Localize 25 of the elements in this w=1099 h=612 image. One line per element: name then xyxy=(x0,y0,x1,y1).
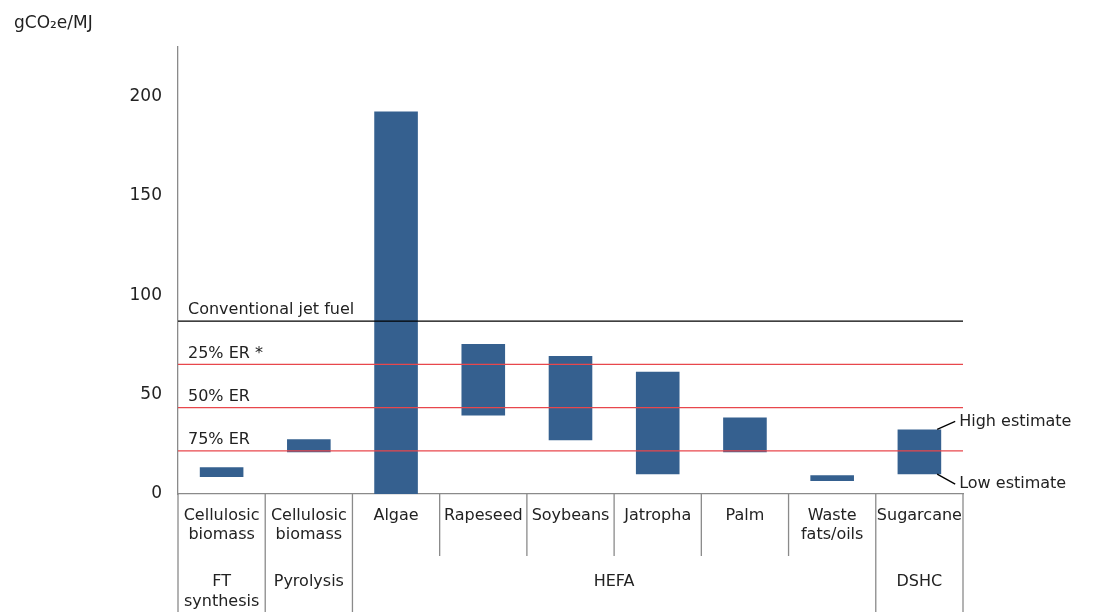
y-tick-label: 50 xyxy=(140,383,162,404)
text: HEFA xyxy=(593,571,635,591)
annotation: Low estimate xyxy=(959,473,1067,493)
x-tick-label: Jatropha xyxy=(623,504,692,524)
x-tick-label: Waste fats/oils xyxy=(800,504,864,543)
text: DSHC xyxy=(896,571,943,591)
x-tick-label: Rapeseed xyxy=(443,504,523,524)
y-tick-label: 150 xyxy=(129,184,162,205)
ref-line-label: 75% ER xyxy=(188,429,250,449)
ref-line-label: Conventional jet fuel xyxy=(188,299,355,319)
text: FT synthesis xyxy=(183,571,260,611)
ref-line-label: 25% ER * xyxy=(188,342,263,362)
y-tick-label: 100 xyxy=(129,283,162,304)
text: Pyrolysis xyxy=(273,571,344,591)
ref-line-label: 50% ER xyxy=(188,385,250,405)
x-tick-label: Sugarcane xyxy=(876,504,962,524)
x-tick-label: Cellulosic biomass xyxy=(183,504,260,543)
y-tick-label: 0 xyxy=(151,482,162,503)
x-tick-label: Cellulosic biomass xyxy=(270,504,347,543)
x-tick-label: Algae xyxy=(373,504,419,524)
x-tick-label: Palm xyxy=(725,504,765,524)
y-axis-title: gCO₂e/MJ xyxy=(14,12,93,32)
y-tick-label: 200 xyxy=(129,85,162,106)
annotation: High estimate xyxy=(959,410,1072,430)
x-tick-label: Soybeans xyxy=(531,504,610,524)
